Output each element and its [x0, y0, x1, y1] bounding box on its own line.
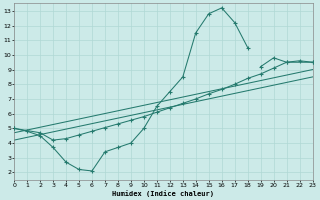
X-axis label: Humidex (Indice chaleur): Humidex (Indice chaleur) — [112, 190, 214, 197]
